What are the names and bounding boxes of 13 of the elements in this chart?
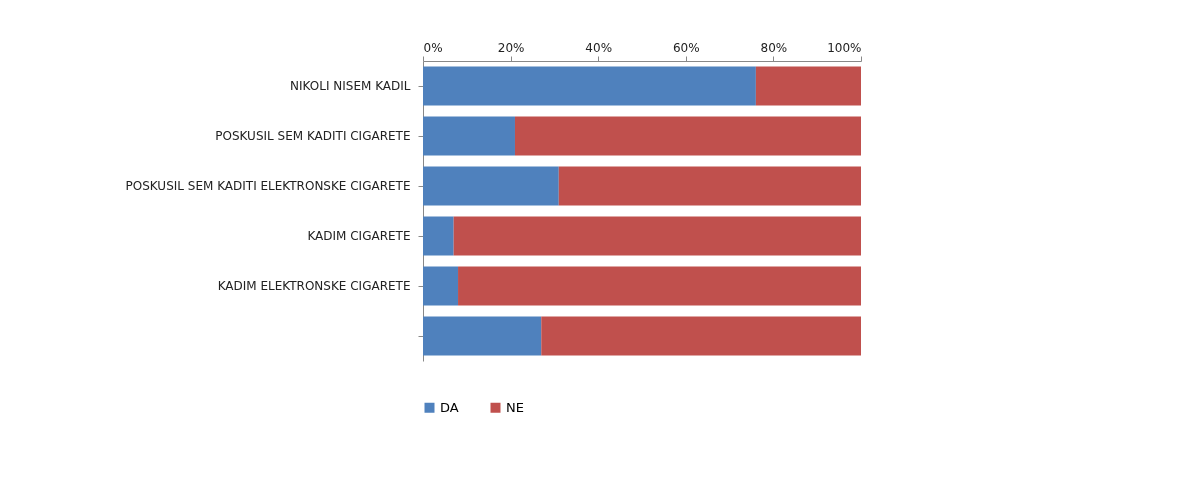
x-tick-label: 40%	[585, 40, 613, 55]
x-tick-label: 80%	[760, 40, 788, 55]
y-tick-label: POSKUSIL SEM KADITI CIGARETE	[215, 129, 411, 143]
x-tick-label: 60%	[672, 40, 700, 55]
y-tick-label: POSKUSIL SEM KADITI ELEKTRONSKE CIGARETE	[125, 179, 411, 193]
x-tick-label: 20%	[497, 40, 525, 55]
y-tick-label: NIKOLI NISEM KADIL	[290, 79, 411, 93]
legend-label: NE	[506, 399, 524, 415]
y-tick-label: KADIM ELEKTRONSKE CIGARETE	[217, 279, 411, 293]
legend-label: DA	[440, 399, 459, 415]
x-tick-label: 100%	[827, 40, 862, 55]
y-tick-label: KADIM CIGARETE	[307, 229, 411, 243]
x-tick-label: 0%	[423, 40, 443, 55]
